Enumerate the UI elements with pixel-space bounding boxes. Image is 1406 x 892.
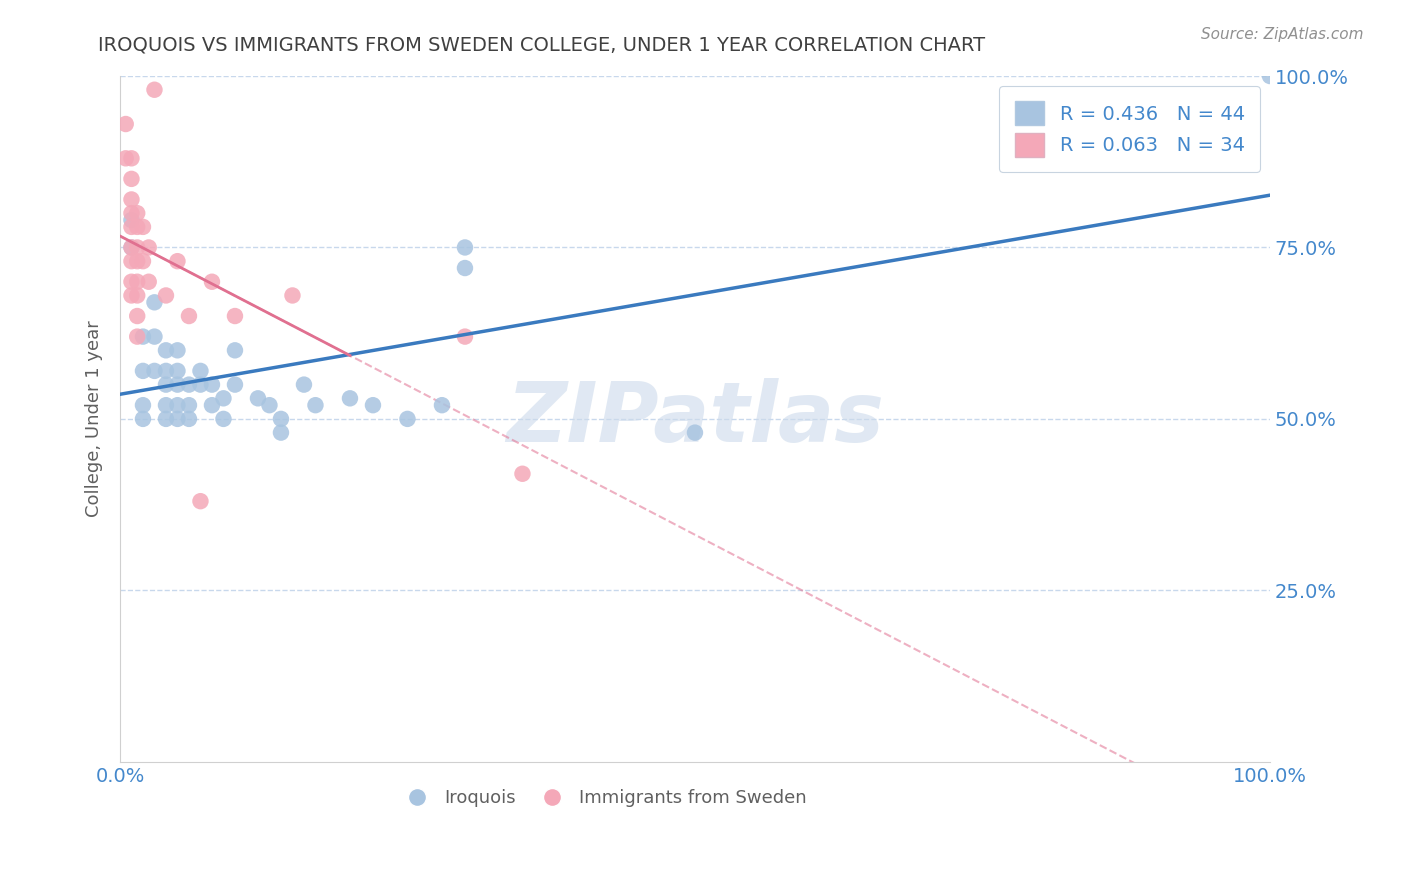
Point <box>121 288 143 302</box>
Point <box>127 240 149 254</box>
Point <box>121 219 143 234</box>
Point <box>190 377 212 392</box>
Point <box>121 213 143 227</box>
Point <box>166 343 188 358</box>
Point <box>224 377 246 392</box>
Point <box>127 288 149 302</box>
Point <box>246 392 269 406</box>
Point <box>177 398 200 412</box>
Point <box>259 398 281 412</box>
Point <box>121 193 143 207</box>
Point <box>132 398 155 412</box>
Text: Source: ZipAtlas.com: Source: ZipAtlas.com <box>1201 27 1364 42</box>
Point <box>143 329 166 343</box>
Point <box>127 254 149 268</box>
Point <box>177 412 200 426</box>
Point <box>166 412 188 426</box>
Point <box>430 398 453 412</box>
Point <box>201 377 224 392</box>
Text: ZIPatlas: ZIPatlas <box>506 378 884 459</box>
Point <box>361 398 384 412</box>
Point <box>155 288 177 302</box>
Point <box>212 412 235 426</box>
Point <box>454 240 477 254</box>
Point <box>201 398 224 412</box>
Point <box>339 392 361 406</box>
Point <box>190 494 212 508</box>
Point <box>155 398 177 412</box>
Point <box>132 219 155 234</box>
Point <box>292 377 315 392</box>
Point <box>121 240 143 254</box>
Point <box>270 425 292 440</box>
Point <box>138 275 160 289</box>
Point <box>304 398 326 412</box>
Point <box>270 412 292 426</box>
Point <box>155 412 177 426</box>
Point <box>212 392 235 406</box>
Point <box>127 275 149 289</box>
Point <box>121 254 143 268</box>
Point <box>683 425 706 440</box>
Point <box>132 254 155 268</box>
Point <box>132 412 155 426</box>
Point <box>121 206 143 220</box>
Point <box>512 467 534 481</box>
Point <box>143 83 166 97</box>
Point <box>155 343 177 358</box>
Point <box>224 343 246 358</box>
Point <box>166 398 188 412</box>
Point <box>127 219 149 234</box>
Point <box>190 364 212 378</box>
Point <box>127 329 149 343</box>
Point <box>155 377 177 392</box>
Point <box>166 254 188 268</box>
Legend: Iroquois, Immigrants from Sweden: Iroquois, Immigrants from Sweden <box>392 782 814 814</box>
Point <box>454 329 477 343</box>
Point <box>121 172 143 186</box>
Point <box>166 377 188 392</box>
Point <box>155 364 177 378</box>
Point <box>132 329 155 343</box>
Point <box>177 377 200 392</box>
Point <box>1258 69 1281 83</box>
Point <box>177 309 200 323</box>
Point <box>127 206 149 220</box>
Point <box>114 117 136 131</box>
Y-axis label: College, Under 1 year: College, Under 1 year <box>86 320 103 517</box>
Point <box>121 151 143 165</box>
Point <box>121 275 143 289</box>
Point <box>114 151 136 165</box>
Point <box>138 240 160 254</box>
Point <box>396 412 419 426</box>
Text: IROQUOIS VS IMMIGRANTS FROM SWEDEN COLLEGE, UNDER 1 YEAR CORRELATION CHART: IROQUOIS VS IMMIGRANTS FROM SWEDEN COLLE… <box>98 36 986 54</box>
Point <box>281 288 304 302</box>
Point <box>454 260 477 275</box>
Point <box>143 295 166 310</box>
Point <box>224 309 246 323</box>
Point <box>166 364 188 378</box>
Point <box>121 240 143 254</box>
Point <box>132 364 155 378</box>
Point <box>201 275 224 289</box>
Point <box>127 309 149 323</box>
Point <box>143 364 166 378</box>
